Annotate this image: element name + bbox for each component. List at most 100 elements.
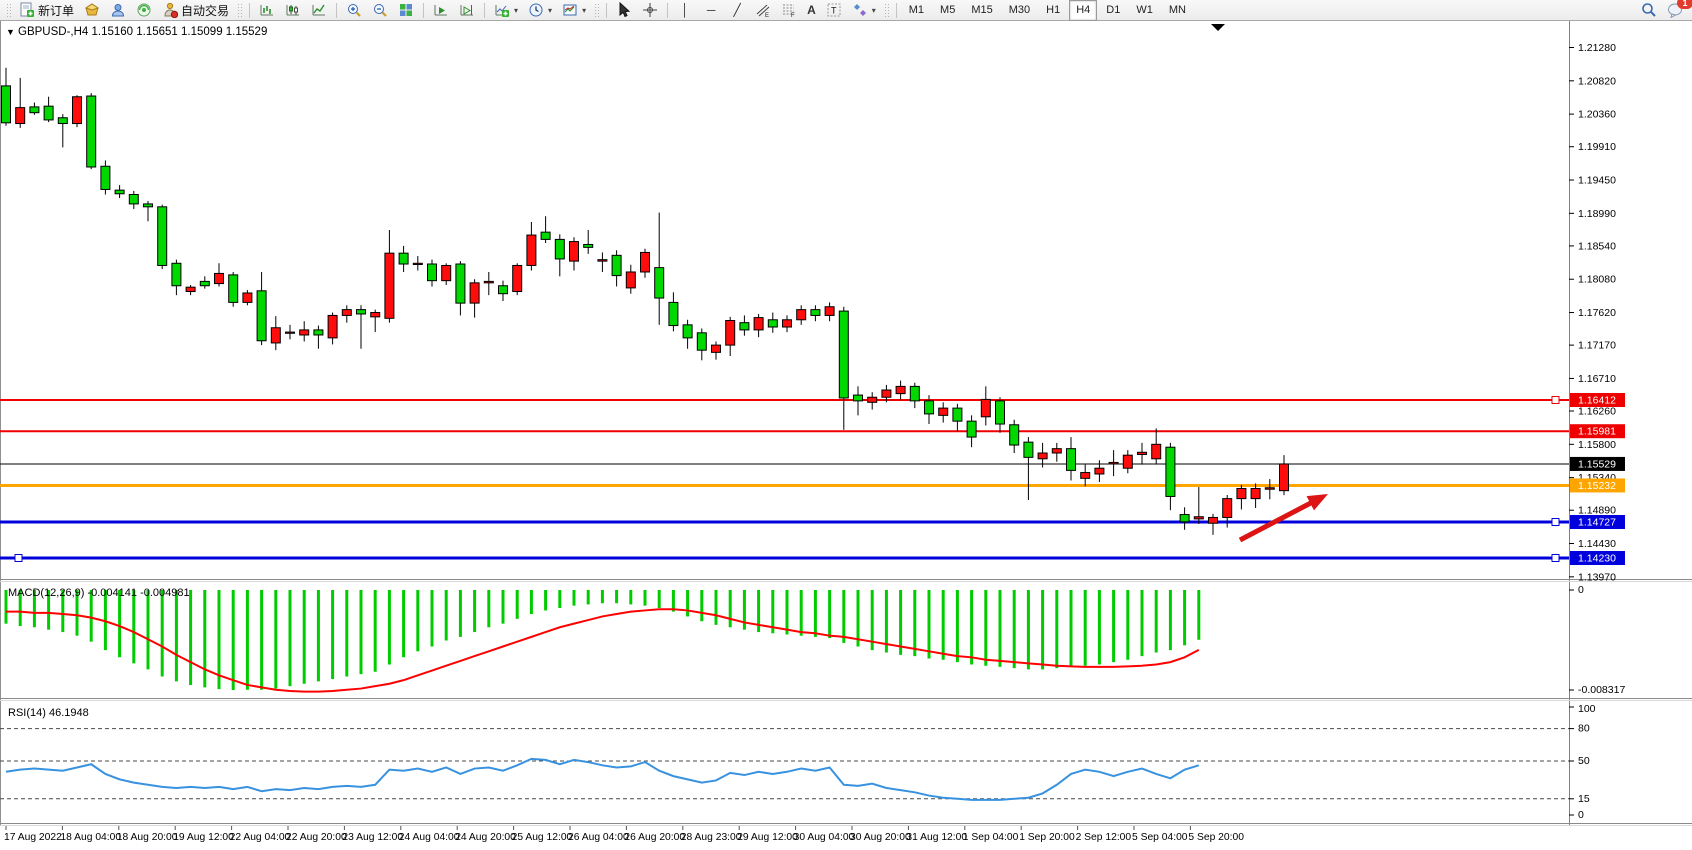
metaeditor-button[interactable]	[80, 1, 104, 20]
date-axis-label: 2 Sep 12:00	[1076, 832, 1132, 843]
date-axis-label: 18 Aug 20:00	[117, 832, 178, 843]
rsi-line	[5, 757, 1200, 801]
price-axis-label: 1.19450	[1578, 175, 1616, 187]
price-tag-label: 1.15529	[1578, 458, 1616, 470]
candle-bear	[199, 280, 210, 287]
zoom-in-icon	[348, 4, 361, 17]
candle-bull	[881, 389, 892, 398]
shapes-tool-button[interactable]: ▾	[848, 1, 880, 20]
candle-bull	[483, 280, 494, 284]
date-axis-label: 26 Aug 04:00	[568, 832, 629, 843]
line-chart-button[interactable]	[307, 1, 331, 20]
price-tag	[1570, 478, 1625, 493]
candle-bear	[909, 385, 920, 402]
chart-canvas[interactable]: 1.21280 1.20820 1.20360 1.19910 1.19450 1.189…	[0, 21, 1692, 845]
fibonacci-tool-button[interactable]: F	[777, 1, 801, 20]
candle-bull	[569, 241, 579, 262]
candlestick-chart-button[interactable]	[281, 1, 305, 20]
timeframe-mn[interactable]: MN	[1168, 3, 1186, 16]
templates-button[interactable]: ▾	[558, 1, 590, 20]
candle-bull	[469, 282, 480, 304]
candle-bull	[72, 96, 82, 125]
toolbar-grip[interactable]	[883, 3, 889, 17]
vertical-line-tool-button[interactable]: │	[673, 1, 697, 20]
channel-tool-button[interactable]: E	[751, 1, 775, 20]
auto-scroll-button[interactable]	[429, 1, 453, 20]
price-axis-label: 1.13970	[1578, 571, 1616, 583]
arrow-annotation[interactable]	[1238, 496, 1321, 543]
timeframe-m15[interactable]: M15	[971, 3, 993, 16]
text-icon: A	[807, 3, 816, 17]
chart-window[interactable]: 1.21280 1.20820 1.20360 1.19910 1.19450 1.189…	[0, 21, 1692, 850]
date-axis-label: 30 Aug 04:00	[794, 832, 855, 843]
search-button[interactable]	[1637, 1, 1661, 20]
timeframe-m30[interactable]: M30	[1008, 3, 1031, 16]
candle-bull	[1250, 487, 1261, 500]
bar-chart-button[interactable]	[255, 1, 279, 20]
candle-bull	[1108, 461, 1119, 465]
indicators-button[interactable]: ▾	[490, 1, 522, 20]
timeframe-h1[interactable]: H1	[1046, 3, 1061, 16]
candle-bull	[1051, 448, 1062, 454]
price-axis-label: 1.14430	[1578, 538, 1616, 550]
date-axis-label: 30 Aug 20:00	[850, 832, 911, 843]
line-handle[interactable]	[14, 553, 23, 562]
candle-bear	[1023, 441, 1034, 458]
line-handle[interactable]	[1551, 396, 1560, 404]
date-axis-label: 28 Aug 23:00	[681, 832, 742, 843]
label-tool-button[interactable]: T	[822, 1, 846, 20]
macd-axis-label: 0	[1578, 584, 1584, 596]
dropdown-arrow-icon: ▾	[548, 5, 553, 15]
tile-windows-button[interactable]	[394, 1, 418, 20]
toolbar-grip[interactable]	[237, 3, 243, 17]
candle-bull	[1037, 452, 1048, 460]
chart-shift-button[interactable]	[455, 1, 479, 20]
horizontal-line-tool-button[interactable]: ─	[699, 1, 723, 20]
timeframe-w1[interactable]: W1	[1136, 3, 1153, 16]
auto-scroll-icon	[434, 5, 448, 16]
candle-bear	[838, 310, 849, 399]
notification-badge[interactable]: 1	[1677, 0, 1692, 9]
crosshair-tool-button[interactable]	[638, 1, 662, 20]
candle-bear	[100, 165, 111, 190]
timeframe-h4[interactable]: H4	[1069, 0, 1098, 21]
toolbar-grip[interactable]	[594, 3, 600, 17]
date-axis-label: 1 Sep 20:00	[1019, 832, 1075, 843]
candle-bear	[611, 254, 622, 277]
candle-bull	[625, 271, 636, 289]
arrow-annotation-head[interactable]	[1306, 494, 1328, 511]
autotrading-button[interactable]: 自动交易	[158, 1, 233, 20]
trendline-tool-button[interactable]: ╱	[725, 1, 749, 20]
timeframe-d1[interactable]: D1	[1106, 3, 1121, 16]
candle-bull	[597, 259, 608, 262]
candle-bear	[554, 238, 565, 260]
periods-button[interactable]: ▾	[524, 1, 556, 20]
candle-bear	[583, 243, 594, 248]
community-button[interactable]	[106, 1, 130, 20]
line-handle[interactable]	[1551, 518, 1560, 527]
timeframe-m1[interactable]: M1	[908, 3, 925, 16]
line-handle[interactable]	[1551, 553, 1560, 562]
toolbar-grip[interactable]	[6, 3, 11, 17]
candle-bear	[995, 400, 1005, 425]
chart-shift-marker[interactable]	[1211, 24, 1225, 31]
zoom-out-button[interactable]	[368, 1, 392, 20]
new-order-button[interactable]: 新订单	[15, 1, 78, 20]
candle-bull	[242, 292, 253, 303]
indicators-icon	[495, 5, 510, 17]
text-tool-button[interactable]: A	[803, 1, 820, 20]
candle-bear	[256, 290, 267, 342]
candle-bull	[412, 262, 423, 265]
metaeditor-icon	[84, 3, 100, 16]
date-axis-label: 5 Sep 04:00	[1132, 832, 1188, 843]
toolbar: 新订单 自动交易	[0, 0, 1692, 21]
candle-bear	[313, 329, 324, 336]
zoom-in-button[interactable]	[342, 1, 366, 20]
timeframe-m5[interactable]: M5	[940, 3, 956, 16]
new-order-icon	[20, 2, 34, 17]
chart-background	[0, 21, 1692, 845]
cursor-tool-button[interactable]	[612, 1, 636, 20]
rsi-axis-label: 80	[1578, 723, 1590, 735]
crosshair-icon	[643, 3, 658, 17]
market-button[interactable]	[132, 1, 156, 20]
